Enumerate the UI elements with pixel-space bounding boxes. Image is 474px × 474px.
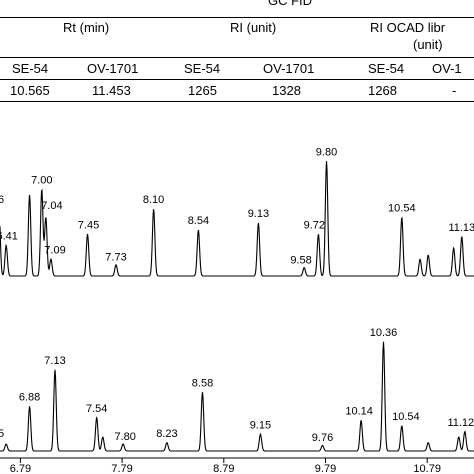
trace-line-2 — [0, 341, 474, 452]
peak-label-1-2: 6.41 — [0, 231, 18, 243]
table-rule-bottom — [0, 101, 474, 102]
cell-ocad-ov1701: - — [452, 83, 457, 98]
x-tick-label-1: 6.79 — [10, 463, 31, 474]
cell-ri-se54: 1265 — [188, 83, 217, 98]
peak-label-1-8: 8.10 — [143, 194, 164, 206]
peak-label-1-11: 9.58 — [290, 254, 311, 266]
peak-label-1-13: 9.80 — [316, 147, 337, 159]
cell-ocad-se54: 1268 — [368, 83, 397, 98]
peak-label-2-13: 11.12 — [447, 417, 474, 429]
peak-label-2-6: 8.23 — [156, 428, 177, 440]
peak-label-2-10: 10.14 — [345, 406, 373, 418]
cell-rt-ov1701: 11.453 — [92, 83, 131, 98]
peak-label-1-7: 7.73 — [105, 252, 126, 264]
gc-fid-header: GC FID — [268, 0, 313, 8]
peak-label-2-12: 10.54 — [392, 411, 420, 423]
table-rule-mid — [0, 57, 474, 58]
peak-label-1-15: 11.13 — [448, 222, 474, 234]
x-tick-label-2: 7.79 — [111, 463, 132, 474]
peak-label-2-4: 7.54 — [86, 403, 107, 415]
peak-label-2-1: 85 — [0, 428, 4, 440]
ri-ocad-header: RI OCAD libr — [370, 20, 446, 35]
peak-label-1-3: 7.00 — [31, 175, 52, 187]
peak-label-1-12: 9.72 — [304, 219, 325, 231]
peak-label-2-8: 9.15 — [250, 420, 271, 432]
x-axis: 6.79 7.79 8.79 9.79 10.79 — [0, 457, 474, 474]
x-tick-label-5: 10.79 — [413, 463, 441, 474]
col-header-se54-ri: SE-54 — [184, 61, 221, 76]
table-rule-head — [0, 79, 474, 80]
rt-header: Rt (min) — [63, 20, 110, 35]
chromatogram-traces — [0, 161, 474, 452]
col-header-se54-rt: SE-54 — [12, 61, 49, 76]
ri-ocad-unit: (unit) — [413, 37, 443, 52]
peak-label-2-7: 8.58 — [192, 378, 213, 390]
peak-label-1-6: 7.45 — [78, 219, 99, 231]
peak-label-2-2: 6.88 — [19, 392, 40, 404]
col-header-ov1701-rt: OV-1701 — [87, 61, 139, 76]
peak-label-1-1: 36 — [0, 194, 4, 206]
peak-label-1-14: 10.54 — [388, 203, 416, 215]
peak-label-1-10: 9.13 — [248, 208, 269, 220]
ri-header: RI (unit) — [230, 20, 277, 35]
peak-label-2-9: 9.76 — [312, 432, 333, 444]
peak-label-2-3: 7.13 — [44, 355, 65, 367]
x-tick-label-4: 9.79 — [315, 463, 336, 474]
peak-labels: 36 6.41 7.00 7.04 7.09 7.45 7.73 8.10 8.54 9.13 9.… — [0, 147, 474, 445]
trace-line-1 — [0, 161, 474, 277]
peak-label-1-9: 8.54 — [188, 215, 209, 227]
peak-label-2-11: 10.36 — [370, 327, 398, 339]
cell-ri-ov1701: 1328 — [272, 83, 301, 98]
col-header-se54-ocad: SE-54 — [368, 61, 405, 76]
peak-label-1-5: 7.09 — [44, 245, 65, 257]
table-rule-top — [0, 17, 474, 18]
x-tick-label-3: 8.79 — [213, 463, 234, 474]
col-header-ov1701-ri: OV-1701 — [263, 61, 315, 76]
peak-label-1-4: 7.04 — [41, 200, 62, 212]
col-header-ov1701-ocad: OV-1 — [432, 61, 462, 76]
cell-rt-se54: 10.565 — [10, 83, 50, 98]
peak-label-2-5: 7.80 — [114, 431, 135, 443]
